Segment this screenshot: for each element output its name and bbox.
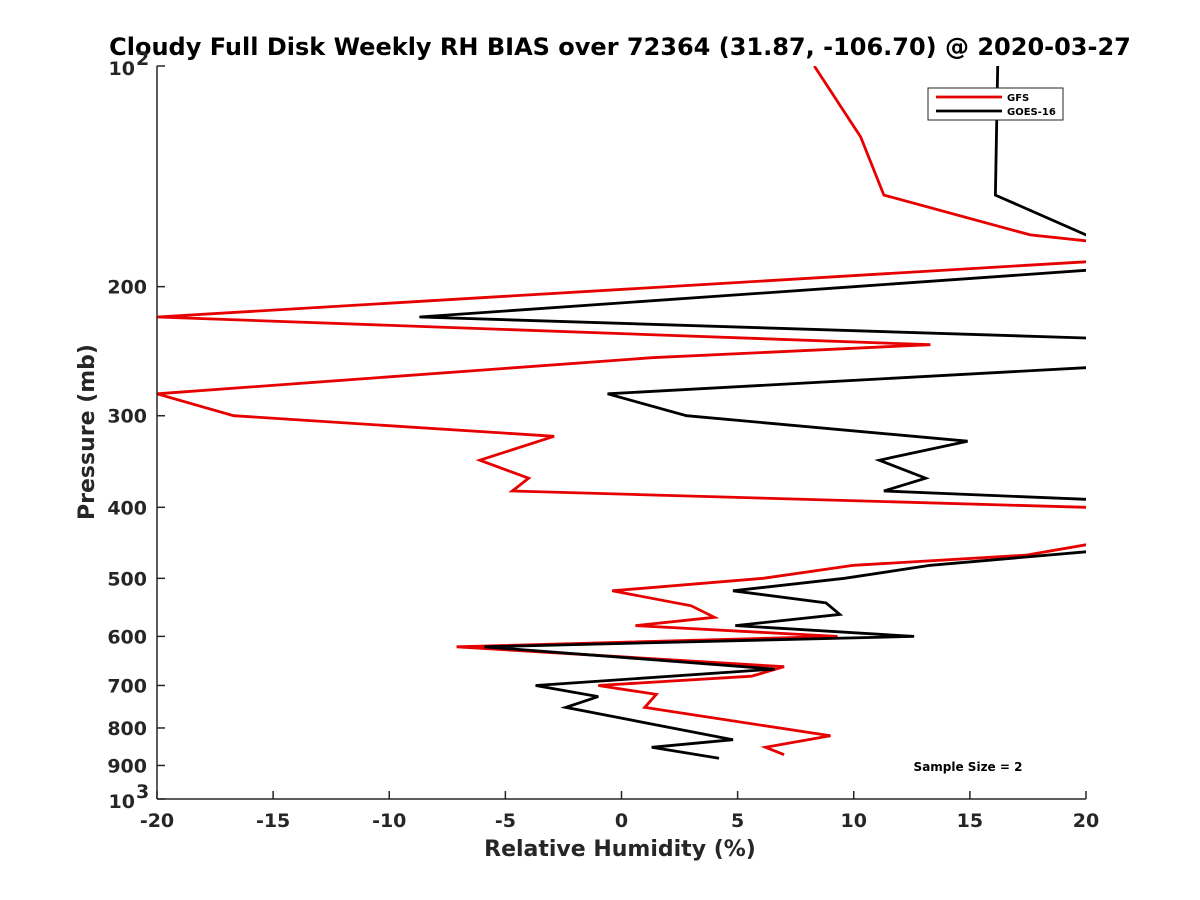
x-tick-label: -5 [495,810,516,832]
x-tick-label: 0 [615,810,628,832]
x-axis-label: Relative Humidity (%) [484,837,756,862]
x-ticks: -20 -15 -10 -5 0 5 10 15 20 [140,791,1099,832]
y-tick-label: 800 [107,718,147,740]
y-tick-label: 700 [107,675,147,697]
y-tick-label: 200 [107,277,147,299]
legend-label: GOES-16 [1007,107,1056,118]
y-tick-exponent: 2 [136,48,149,70]
series-line-goes-16 [419,66,1086,760]
y-tick-label: 500 [107,568,147,590]
y-tick-label: 900 [107,755,147,777]
chart-title: Cloudy Full Disk Weekly RH BIAS over 723… [109,33,1131,61]
x-tick-label: 5 [731,810,744,832]
y-tick-label: 300 [107,406,147,428]
y-tick-label: 600 [107,626,147,648]
x-tick-label: 10 [841,810,867,832]
sample-size-annotation: Sample Size = 2 [914,760,1023,774]
legend-box [927,87,1064,121]
y-tick-exponent: 3 [136,781,149,803]
y-tick-label: 10 [109,791,135,813]
y-tick-label: 400 [107,497,147,519]
x-tick-label: -10 [372,810,406,832]
x-tick-label: -20 [140,810,174,832]
x-tick-label: -15 [256,810,290,832]
y-axis-label: Pressure (mb) [75,344,100,520]
series-layer [157,66,1086,760]
x-tick-label: 15 [957,810,983,832]
y-tick-label: 10 [109,58,135,80]
legend: GFS GOES-16 [927,87,1064,121]
series-line-gfs [157,66,1086,757]
legend-label: GFS [1007,93,1029,104]
x-tick-label: 20 [1073,810,1099,832]
